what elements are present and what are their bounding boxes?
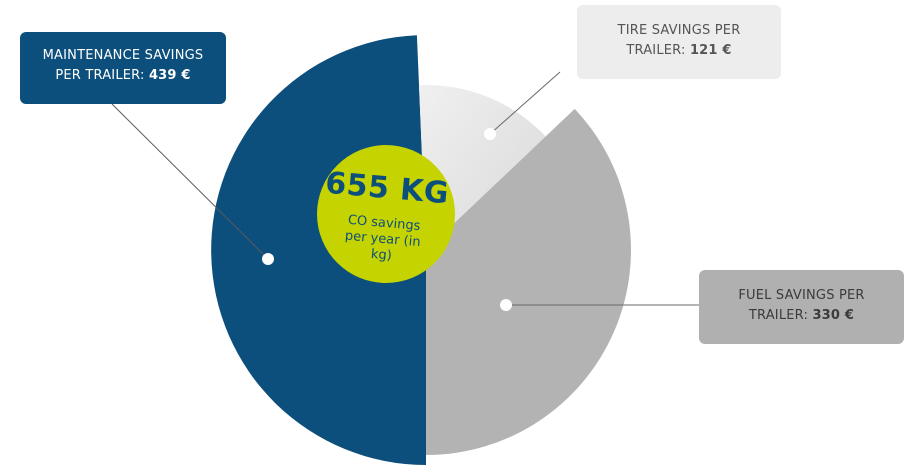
tire-label-prefix: TRAILER:	[626, 43, 686, 58]
maintenance-label: MAINTENANCE SAVINGS PER TRAILER: 439 €	[20, 32, 226, 104]
maintenance-label-prefix: PER TRAILER:	[55, 68, 145, 83]
fuel-label-line1: FUEL SAVINGS PER	[738, 288, 865, 303]
maintenance-label-line1: MAINTENANCE SAVINGS	[42, 48, 204, 63]
center-label: 655 KG CO savings per year (in kg)	[311, 134, 461, 270]
pie-slice-fuel	[426, 108, 631, 456]
center-badge	[317, 145, 455, 283]
tire-label-line1: TIRE SAVINGS PER	[617, 23, 741, 38]
leader-line-tire	[489, 71, 561, 135]
fuel-amount: 330 €	[812, 308, 855, 323]
marker-dot-tire	[484, 128, 496, 140]
fuel-label: FUEL SAVINGS PER TRAILER: 330 €	[699, 270, 904, 344]
tire-label: TIRE SAVINGS PER TRAILER: 121 €	[577, 5, 781, 79]
tire-amount: 121 €	[689, 43, 732, 58]
maintenance-amount: 439 €	[148, 68, 191, 83]
marker-dot-fuel	[500, 299, 512, 311]
marker-dot-maintenance	[262, 253, 274, 265]
leader-line-maintenance	[111, 103, 269, 260]
pie-slice-maintenance	[211, 35, 426, 465]
fuel-label-prefix: TRAILER:	[748, 308, 809, 323]
